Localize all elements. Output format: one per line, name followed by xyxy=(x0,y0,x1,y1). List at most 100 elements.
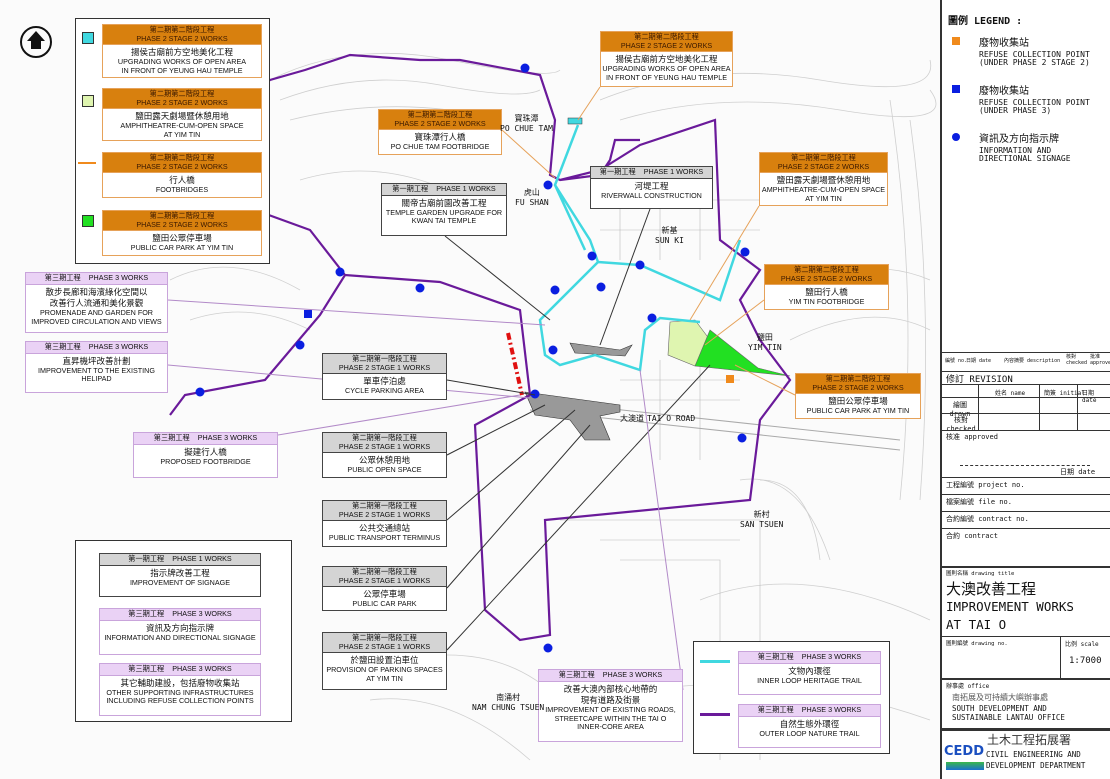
green-square-icon xyxy=(82,215,94,227)
place-en: SUN KI xyxy=(655,235,684,245)
callout-promenade-garden: 第三期工程 PHASE 3 WORKS 散步長廊和海濱綠化空間以 改善行人流通和美化景… xyxy=(25,272,168,333)
callout-transport-terminus: 第二期第一階段工程 PHASE 2 STAGE 1 WORKS 公共交通總站 PUBL… xyxy=(322,500,447,547)
callout-body: 鹽田行人橋 YIM TIN FOOTBRIDGE xyxy=(765,285,888,309)
divider xyxy=(942,494,1110,495)
revision-header-row: 編號 no. 日期 date 內容摘要 description 核對 check… xyxy=(942,352,1110,372)
rev-col-date: 日期 date xyxy=(966,358,992,364)
callout-body: 公眾休憩用地 PUBLIC OPEN SPACE xyxy=(323,453,446,477)
callout-body: 行人橋 FOOTBRIDGES xyxy=(103,173,261,197)
callout-text: 指示牌改善工程 xyxy=(150,567,210,578)
callout-helipad: 第三期工程 PHASE 3 WORKS 直昇機坪改善計劃 IMPROVEMENT TO… xyxy=(25,341,168,393)
dept-en1: CIVIL ENGINEERING AND xyxy=(986,750,1081,759)
place-zh: 寶珠潭 xyxy=(514,114,539,123)
place-en: YIM TIN xyxy=(748,342,782,352)
place-label: 新基 SUN KI xyxy=(655,226,684,245)
signage-point xyxy=(635,260,645,270)
signage-point xyxy=(647,313,657,323)
checked-label: 核對 checked xyxy=(946,416,976,433)
legend-item-zh: 廢物收集站 xyxy=(979,86,1029,97)
place-zh: 新基 xyxy=(661,226,678,235)
callout-body: 鹽田露天劇場暨休憩用地 AMPHITHEATRE-CUM-OPEN SPACE AT… xyxy=(760,173,887,205)
phase-zh: 第三期工程 xyxy=(44,342,81,351)
callout-text: IN FRONT OF YEUNG HAU TEMPLE xyxy=(605,73,727,83)
callout-body: 指示牌改善工程 IMPROVEMENT OF SIGNAGE xyxy=(100,566,260,590)
yim-tin-car-park-site xyxy=(694,329,791,377)
phase-en: PHASE 2 STAGE 2 WORKS xyxy=(136,219,228,229)
callout-header: 第三期工程 PHASE 3 WORKS xyxy=(100,609,260,621)
phase-zh: 第三期工程 xyxy=(44,273,81,282)
callout-text: 揚侯古廟前方空地美化工程 xyxy=(130,47,233,58)
callout-header: 第二期第二階段工程 PHASE 2 STAGE 2 WORKS xyxy=(601,32,732,53)
legend-inner-loop-trail: 第三期工程 PHASE 3 WORKS 文物內環徑 INNER LOOP HERITA… xyxy=(738,651,881,695)
callout-header: 第二期第二階段工程 PHASE 2 STAGE 2 WORKS xyxy=(103,153,261,174)
callout-header: 第二期第一階段工程 PHASE 2 STAGE 1 WORKS xyxy=(323,501,446,522)
callout-text: 散步長廊和海濱綠化空間以 xyxy=(45,286,148,297)
place-label: 鹽田 YIM TIN xyxy=(748,333,782,352)
callout-body: 揚侯古廟前方空地美化工程 UPGRADING WORKS OF OPEN AREA… xyxy=(103,45,261,77)
callout-text: 鹽田露天劇場暨休憩用地 xyxy=(776,175,871,186)
callout-text: INNER LOOP HERITAGE TRAIL xyxy=(757,675,862,685)
signage-point xyxy=(737,433,747,443)
callout-yeung-hau-temple: 第二期第二階段工程 PHASE 2 STAGE 2 WORKS 揚侯古廟前方空地美化… xyxy=(600,31,733,87)
callout-text: AMPHITHEATRE-CUM-OPEN SPACE xyxy=(761,185,886,195)
phase-en: PHASE 2 STAGE 2 WORKS xyxy=(136,161,228,171)
dept-zh: 土木工程拓展署 xyxy=(987,733,1072,747)
callout-text: 鹽田公眾停車場 xyxy=(828,396,888,407)
phase-en: PHASE 3 WORKS xyxy=(602,670,663,679)
callout-text: PUBLIC OPEN SPACE xyxy=(347,465,422,475)
phase-zh: 第二期第一階段工程 xyxy=(352,633,417,642)
callout-header: 第二期第一階段工程 PHASE 2 STAGE 1 WORKS xyxy=(323,433,446,454)
phase-en: PHASE 3 WORKS xyxy=(172,664,232,673)
phase-en: PHASE 3 WORKS xyxy=(801,652,862,661)
callout-header: 第二期第二階段工程 PHASE 2 STAGE 2 WORKS xyxy=(103,25,261,46)
callout-text: 揚侯古廟前方空地美化工程 xyxy=(615,54,718,65)
drawing-title-en2: AT TAI O xyxy=(946,617,1007,632)
callout-cycle-parking: 第二期第一階段工程 PHASE 2 STAGE 1 WORKS 單車停泊處 CYCLE… xyxy=(322,353,447,400)
callout-header: 第二期第二階段工程 PHASE 2 STAGE 2 WORKS xyxy=(103,211,261,232)
callout-body: 散步長廊和海濱綠化空間以 改善行人流通和美化景觀 PROMENADE AND GAR… xyxy=(26,285,167,329)
phase-zh: 第一期工程 xyxy=(599,167,636,176)
signage-points xyxy=(195,63,750,653)
callout-yim-tin-footbridge: 第二期第二階段工程 PHASE 2 STAGE 2 WORKS 鹽田行人橋 YIM T… xyxy=(764,264,889,310)
place-en: PO CHUE TAM xyxy=(500,123,553,133)
phase-zh: 第二期第一階段工程 xyxy=(352,354,417,363)
callout-public-car-park: 第二期第一階段工程 PHASE 2 STAGE 1 WORKS 公眾停車場 PUBLI… xyxy=(322,566,447,611)
callout-text: KWAN TAI TEMPLE xyxy=(411,216,477,226)
callout-body: 其它輔助建設，包括廢物收集站 OTHER SUPPORTING INFRASTRU… xyxy=(100,676,260,708)
legend-yeung-hau-temple: 第二期第二階段工程 PHASE 2 STAGE 2 WORKS 揚侯古廟前方空地美化… xyxy=(102,24,262,78)
callout-proposed-footbridge: 第三期工程 PHASE 3 WORKS 擬建行人橋 PROPOSED FOOTBRID… xyxy=(133,432,278,478)
callout-body: 鹽田公眾停車場 PUBLIC CAR PARK AT YIM TIN xyxy=(796,394,920,418)
callout-text: 文物內環徑 xyxy=(788,665,831,676)
blue-circle-icon xyxy=(952,133,960,141)
divider xyxy=(942,384,1110,385)
callout-header: 第三期工程 PHASE 3 WORKS xyxy=(739,652,880,664)
phase-en: PHASE 2 STAGE 1 WORKS xyxy=(338,441,431,451)
phase-en: PHASE 2 STAGE 1 WORKS xyxy=(338,362,431,372)
rev-col-no: 編號 no. xyxy=(945,358,968,364)
callout-text: 資訊及方向指示牌 xyxy=(145,622,214,633)
phase-zh: 第二期第二階段工程 xyxy=(825,374,891,383)
callout-text: 公眾休憩用地 xyxy=(358,455,410,466)
callout-body: 關帝古廟前園改善工程 TEMPLE GARDEN UPGRADE FOR KWAN … xyxy=(382,196,506,228)
leader-line xyxy=(446,424,591,589)
riverwall-site xyxy=(569,342,633,357)
callout-text: PUBLIC CAR PARK AT YIM TIN xyxy=(130,243,234,253)
callout-header: 第三期工程 PHASE 3 WORKS xyxy=(539,670,682,682)
callout-text: AT YIM TIN xyxy=(163,130,201,140)
phase-zh: 第二期第二階段工程 xyxy=(149,211,215,220)
phase-en: PHASE 2 STAGE 1 WORKS xyxy=(338,509,431,519)
drawing-title-label: 圖則名稱 drawing title xyxy=(946,571,1015,577)
leader-line xyxy=(277,394,521,436)
refuse-point-phase2-stage2 xyxy=(726,375,734,383)
callout-header: 第三期工程 PHASE 3 WORKS xyxy=(26,273,167,285)
signage-point xyxy=(530,389,540,399)
proposed-footbridge xyxy=(506,332,524,396)
purple-line-icon xyxy=(700,713,730,716)
outer-loop-nature-trail xyxy=(169,53,792,642)
callout-text: 其它輔助建設，包括廢物收集站 xyxy=(120,677,240,688)
callout-text: PROPOSED FOOTBRIDGE xyxy=(160,456,251,466)
phase-en: PHASE 2 STAGE 2 WORKS xyxy=(136,97,228,107)
sig-col-initial: 簡簽 initial xyxy=(1044,390,1085,397)
phase-zh: 第二期第二階段工程 xyxy=(149,153,215,162)
signage-point xyxy=(415,283,425,293)
